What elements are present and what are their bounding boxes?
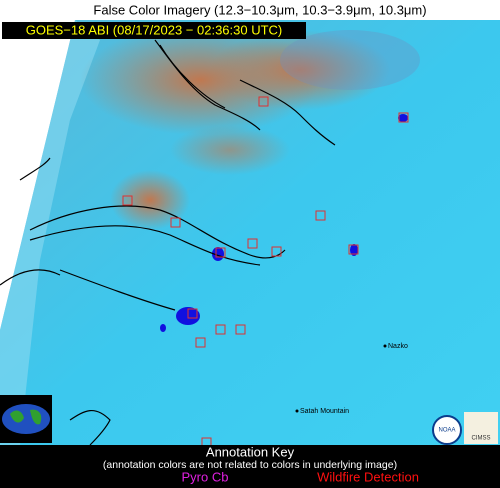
place-marker (295, 409, 299, 413)
legend-panel (0, 445, 500, 488)
logo-label: NOAA (438, 428, 455, 434)
imagery-edge (0, 20, 100, 445)
place-marker (383, 344, 387, 348)
place-label: Satah Mountain (300, 408, 349, 415)
cimss-logo (464, 412, 498, 444)
legend-item: Wildfire Detection (317, 469, 419, 484)
imagery (0, 20, 500, 445)
place-label: Nazko (388, 343, 408, 350)
title: False Color Imagery (12.3−10.3μm, 10.3−3… (93, 2, 426, 17)
subtitle: GOES−18 ABI (08/17/2023 − 02:36:30 UTC) (26, 22, 283, 37)
subtitle-box (2, 22, 306, 39)
globe-land (10, 409, 42, 425)
legend-note: (annotation colors are not related to co… (103, 459, 397, 471)
globe (2, 404, 50, 434)
legend-item: Pyro Cb (182, 469, 229, 484)
warm-clouds (80, 25, 420, 230)
fire-boxes (122, 96, 409, 448)
legend-title: Annotation Key (206, 444, 295, 459)
noaa-logo (432, 415, 462, 445)
logo-label: CIMSS (471, 436, 490, 442)
